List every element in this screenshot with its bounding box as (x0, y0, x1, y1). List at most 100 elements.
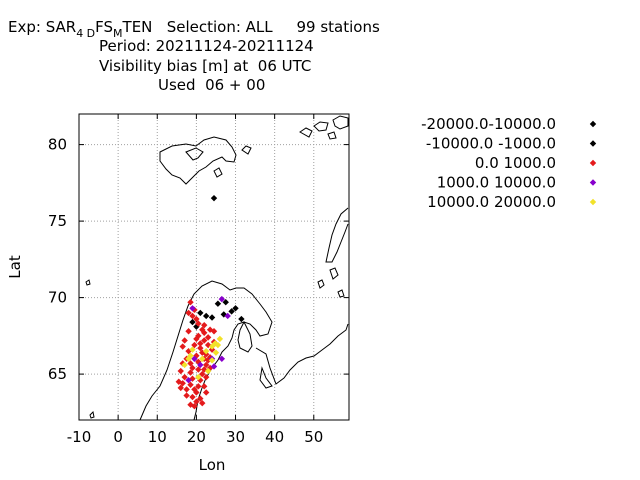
data-point-series-5 (214, 341, 222, 349)
legend-entry-label: 0.0 1000.0 (475, 154, 556, 172)
data-point-series-3 (183, 386, 190, 393)
data-point-series-5 (195, 373, 202, 381)
data-point-series-3 (189, 312, 196, 320)
data-point-series-2 (238, 315, 245, 323)
data-point-series-2 (197, 309, 204, 317)
data-point-series-3 (185, 309, 192, 317)
data-point-series-3 (187, 360, 194, 367)
data-point-series-3 (193, 389, 200, 396)
data-point-series-3 (181, 373, 188, 381)
data-point-series-3 (193, 398, 200, 405)
x-tick-label: 10 (148, 428, 167, 446)
data-point-series-3 (197, 340, 204, 347)
data-point-series-5 (212, 349, 220, 356)
x-tick-label: 50 (304, 428, 323, 446)
x-tick-label: 0 (113, 428, 123, 446)
data-point-series-3 (201, 337, 208, 344)
data-point-series-2 (210, 194, 218, 202)
data-point-series-3 (193, 315, 200, 323)
data-point-series-3 (189, 364, 196, 372)
data-point-series-3 (185, 328, 192, 335)
legend-marker (589, 140, 597, 147)
data-point-series-3 (195, 383, 202, 390)
data-point-series-4 (224, 312, 231, 320)
legend-entry-label: 1000.0 10000.0 (437, 174, 556, 192)
legend: -20000.0-10000.0 -10000.0 -1000.00.0 1000… (421, 115, 597, 211)
data-point-series-3 (210, 328, 218, 335)
data-point-series-3 (202, 361, 210, 369)
y-tick-label: 80 (48, 136, 67, 154)
data-point-series-4 (210, 363, 218, 370)
plot-frame (78, 113, 350, 421)
data-point-series-5 (202, 347, 210, 355)
data-point-series-3 (177, 367, 184, 375)
data-point-series-3 (197, 377, 204, 384)
axis-ticks: -10 0 10 20 30 40 50 65 70 75 80 (48, 114, 349, 446)
exp-prefix: Exp: SAR (8, 18, 77, 36)
y-tick-label: 75 (48, 212, 67, 230)
data-point-series-2 (202, 312, 210, 320)
data-point-series-3 (177, 384, 184, 392)
used-line: Used 06 + 00 (158, 76, 266, 94)
data-point-series-3 (191, 341, 198, 349)
data-point-series-3 (181, 337, 188, 344)
period-line: Period: 20211124-20211124 (99, 37, 314, 55)
x-tick-label: 30 (226, 428, 245, 446)
data-point-series-5 (187, 352, 194, 359)
data-point-series-3 (175, 378, 182, 385)
data-point-series-3 (197, 344, 204, 352)
data-point-series-5 (216, 335, 224, 343)
experiment-line: Exp: SAR4 DFSMTEN Selection: ALL 99 stat… (8, 18, 380, 40)
legend-marker (589, 179, 597, 186)
coastline-map (85, 115, 349, 421)
chart-title: Visibility bias [m] at 06 UTC (99, 57, 312, 75)
data-point-series-3 (201, 383, 208, 390)
data-point-series-3 (195, 320, 202, 327)
data-point-series-3 (199, 370, 206, 378)
legend-marker (589, 198, 597, 206)
data-point-series-3 (183, 392, 190, 399)
data-point-series-2 (222, 298, 229, 306)
data-point-series-5 (204, 367, 212, 375)
y-tick-label: 70 (48, 289, 67, 307)
x-axis-label: Lon (199, 456, 226, 474)
legend-entry-label: -20000.0-10000.0 (421, 115, 556, 133)
data-point-series-3 (179, 380, 186, 387)
legend-marker (589, 120, 597, 128)
data-point-series-4 (191, 355, 198, 362)
data-point-series-3 (187, 381, 194, 389)
data-point-series-4 (218, 295, 226, 303)
data-points (175, 194, 245, 410)
data-point-series-5 (208, 357, 216, 364)
y-axis-label: Lat (6, 255, 24, 279)
data-point-series-3 (179, 343, 186, 350)
data-point-series-3 (193, 335, 200, 343)
data-point-series-2 (228, 308, 235, 315)
data-point-series-5 (199, 355, 206, 362)
data-point-series-4 (218, 355, 226, 362)
legend-entry-label: 10000.0 20000.0 (427, 193, 556, 211)
data-point-series-3 (202, 373, 210, 381)
exp-suffix: TEN Selection: ALL 99 stations (122, 18, 380, 36)
data-point-series-3 (204, 341, 212, 349)
data-point-series-4 (185, 377, 192, 384)
x-tick-label: 40 (265, 428, 284, 446)
x-tick-label: -10 (67, 428, 92, 446)
legend-entry-label: -10000.0 -1000.0 (426, 135, 556, 153)
data-point-series-3 (191, 386, 198, 393)
data-point-series-2 (189, 318, 196, 326)
data-point-series-2 (208, 314, 216, 321)
data-point-series-3 (199, 399, 206, 407)
exp-subscript-4d: 4 D (76, 27, 96, 40)
x-tick-label: 20 (187, 428, 206, 446)
y-tick-label: 65 (48, 365, 67, 383)
data-point-series-3 (199, 326, 206, 333)
data-point-series-4 (189, 305, 196, 312)
data-point-series-3 (187, 298, 194, 306)
data-point-series-3 (201, 321, 208, 329)
data-point-series-2 (214, 300, 222, 307)
data-point-series-3 (202, 389, 210, 396)
data-point-series-3 (189, 393, 196, 401)
grid-lines (78, 114, 349, 420)
